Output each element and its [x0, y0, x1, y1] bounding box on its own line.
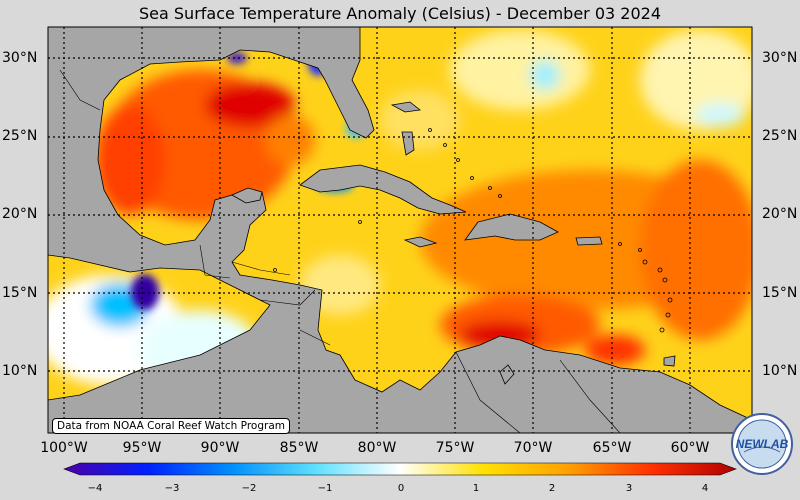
- colorbar-tick: 2: [548, 483, 556, 494]
- colorbar-tick: −2: [241, 483, 257, 494]
- colorbar-tick: 1: [472, 483, 480, 494]
- lon-label: 80°W: [357, 440, 397, 456]
- lon-label: 90°W: [200, 440, 240, 456]
- lat-label-left: 15°N: [2, 285, 38, 301]
- lat-label-right: 10°N: [762, 363, 798, 379]
- land: [48, 27, 752, 433]
- lat-label-left: 25°N: [2, 128, 38, 144]
- newlab-logo: NEWLAB: [731, 413, 793, 475]
- lon-label: 60°W: [670, 440, 710, 456]
- lon-label: 75°W: [435, 440, 475, 456]
- lon-label: 70°W: [513, 440, 553, 456]
- lat-label-left: 10°N: [2, 363, 38, 379]
- jamaica: [403, 236, 438, 248]
- data-credit: Data from NOAA Coral Reef Watch Program: [52, 418, 290, 434]
- anomaly-field: [48, 30, 752, 433]
- lat-label-right: 30°N: [762, 50, 798, 66]
- colorbar-bar: [63, 462, 737, 476]
- lon-label: 100°W: [40, 440, 88, 456]
- colorbar-tick: 0: [397, 483, 405, 494]
- yucatan: [231, 187, 263, 204]
- lat-label-right: 15°N: [762, 285, 798, 301]
- cuba: [299, 164, 467, 215]
- colorbar-tick: −1: [317, 483, 333, 494]
- lat-label-left: 20°N: [2, 206, 38, 222]
- lesser-antilles: [273, 128, 673, 333]
- map-title: Sea Surface Temperature Anomaly (Celsius…: [139, 4, 661, 23]
- trinidad: [663, 355, 676, 367]
- lon-label: 65°W: [592, 440, 632, 456]
- lat-label-left: 30°N: [2, 50, 38, 66]
- puerto-rico: [575, 236, 603, 246]
- hispaniola: [464, 213, 559, 241]
- lat-label-right: 20°N: [762, 206, 798, 222]
- borders: [59, 69, 621, 433]
- lat-label-right: 25°N: [762, 128, 798, 144]
- colorbar-tick: −4: [87, 483, 103, 494]
- svg-text:NEWLAB: NEWLAB: [736, 437, 789, 451]
- lon-label: 95°W: [122, 440, 162, 456]
- bahamas: [390, 101, 421, 156]
- colorbar-tick: −3: [164, 483, 180, 494]
- lon-label: 85°W: [279, 440, 319, 456]
- colorbar-tick: 3: [625, 483, 633, 494]
- colorbar: [63, 462, 737, 476]
- north-america-land: [48, 27, 752, 433]
- graticule: [48, 27, 752, 433]
- colorbar-tick: 4: [701, 483, 709, 494]
